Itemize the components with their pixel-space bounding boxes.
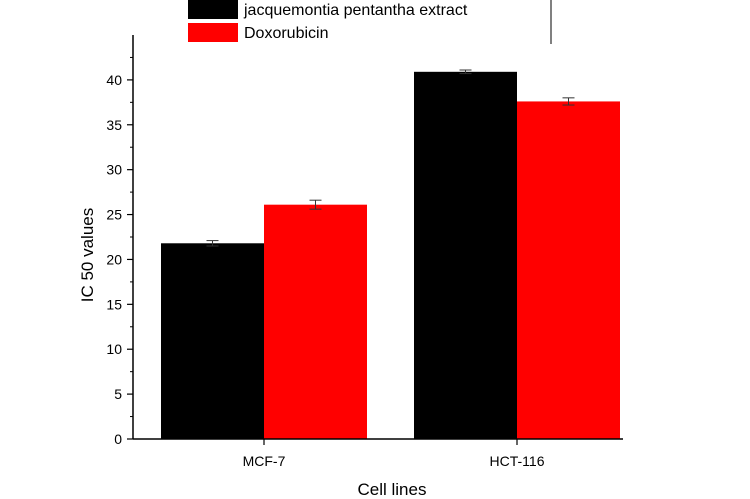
y-tick-label: 35 [106, 117, 122, 133]
y-tick-label: 40 [106, 72, 122, 88]
y-tick-label: 5 [114, 386, 122, 402]
y-tick-label: 15 [106, 296, 122, 312]
legend-swatch [188, 23, 238, 42]
y-axis-title: IC 50 values [78, 208, 97, 303]
y-tick-label: 10 [106, 341, 122, 357]
x-axis-title: Cell lines [358, 480, 427, 499]
legend-label: jacquemontia pentantha extract [243, 2, 468, 19]
bars [161, 69, 620, 440]
legend-label: Doxorubicin [244, 25, 328, 42]
bar-hct-116-extract [414, 71, 517, 439]
y-tick-label: 30 [106, 162, 122, 178]
y-tick-label: 20 [106, 251, 122, 267]
y-tick-label: 0 [114, 431, 122, 447]
x-tick-label: MCF-7 [243, 453, 286, 469]
bar-mcf-7-extract [161, 243, 264, 439]
y-tick-label: 25 [106, 207, 122, 223]
bar-hct-116-doxorubicin [517, 101, 620, 440]
legend: jacquemontia pentantha extract Doxorubici… [188, 0, 552, 44]
axes: 0 5 10 15 20 25 30 35 40 MCF-7 HCT-116 [106, 35, 623, 469]
x-tick-label: HCT-116 [490, 453, 545, 469]
legend-swatch [188, 0, 238, 19]
bar-mcf-7-doxorubicin [264, 204, 367, 439]
